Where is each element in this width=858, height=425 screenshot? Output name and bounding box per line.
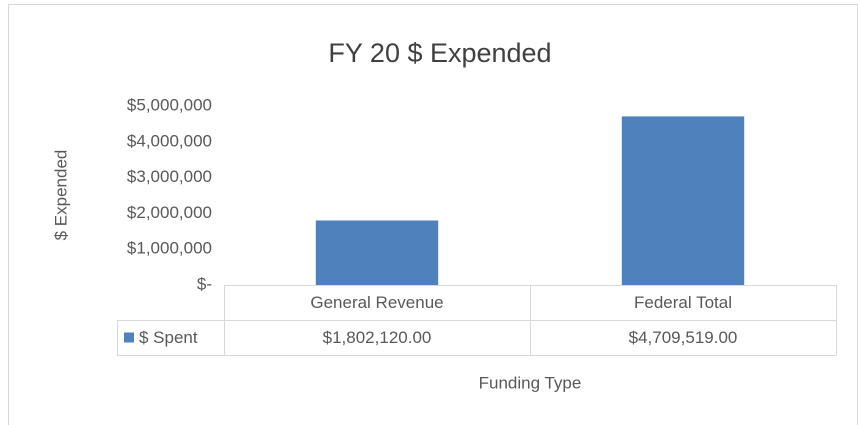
y-tick-label: $4,000,000 xyxy=(127,131,212,150)
bar xyxy=(621,116,745,285)
y-tick-label: $5,000,000 xyxy=(127,95,212,114)
data-label: $4,709,519.00 xyxy=(629,328,738,347)
y-axis-label: $ Expended xyxy=(51,150,70,241)
legend-swatch xyxy=(124,332,134,343)
data-label: $1,802,120.00 xyxy=(323,328,432,347)
y-tick-label: $- xyxy=(197,274,212,293)
legend-label: $ Spent xyxy=(139,328,198,347)
chart-title: FY 20 $ Expended xyxy=(328,38,551,68)
x-axis-label: Funding Type xyxy=(479,373,582,392)
x-tick-label: General Revenue xyxy=(310,293,443,312)
y-tick-label: $1,000,000 xyxy=(127,239,212,258)
x-tick-label: Federal Total xyxy=(634,293,732,312)
y-tick-label: $2,000,000 xyxy=(127,203,212,222)
bar xyxy=(315,220,439,285)
y-tick-label: $3,000,000 xyxy=(127,167,212,186)
